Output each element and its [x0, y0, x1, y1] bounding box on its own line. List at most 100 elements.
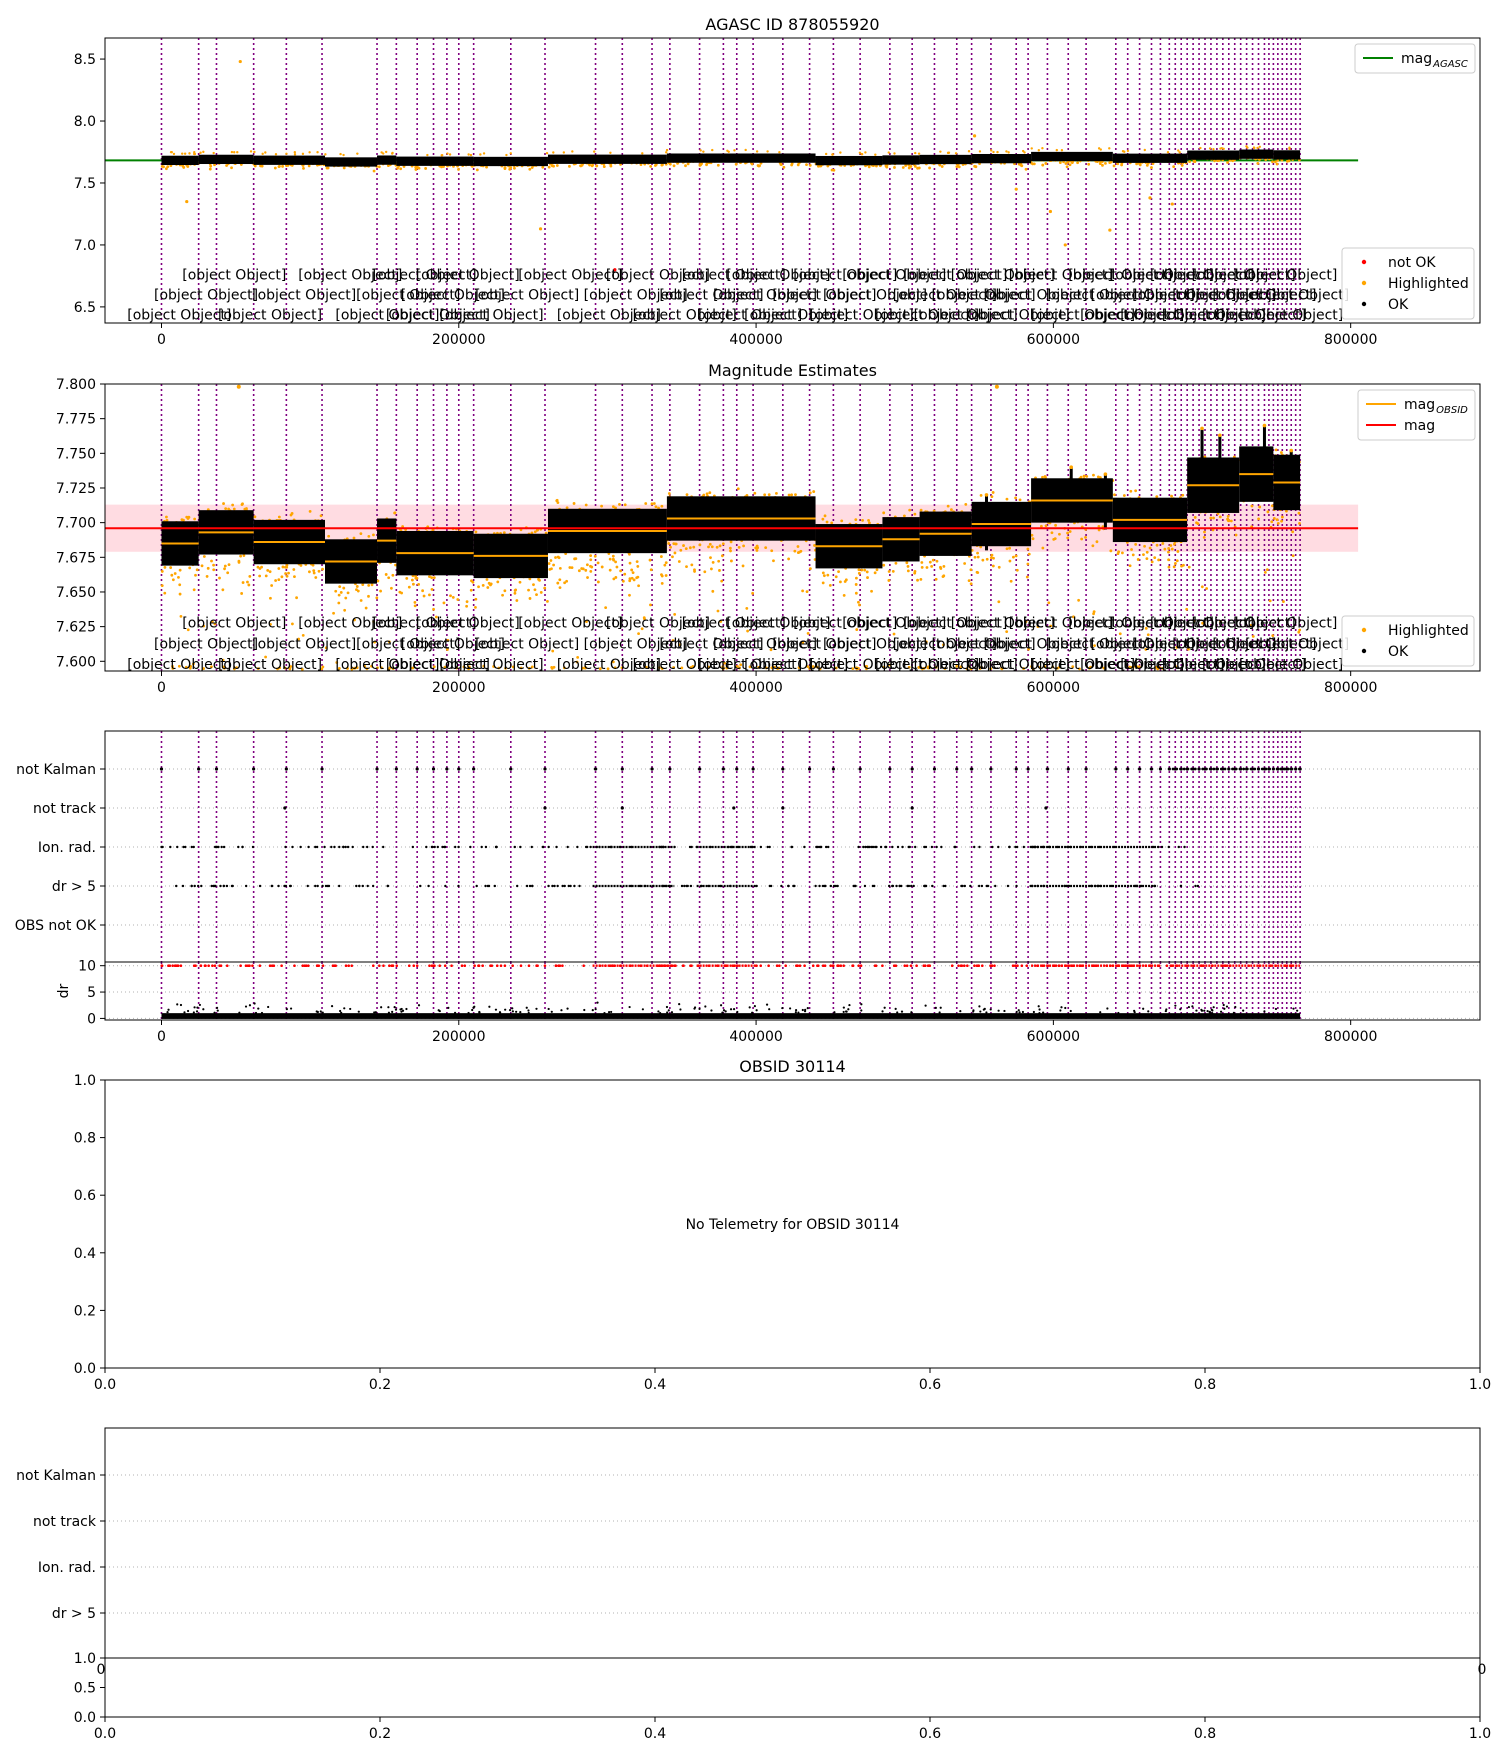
highlighted-point — [716, 609, 720, 613]
dr-ok-point — [1037, 1005, 1040, 1008]
flag-point-not-kalman — [214, 767, 219, 771]
highlighted-point — [914, 151, 917, 155]
obs-label: [object Object] — [931, 288, 1035, 304]
obs-label: [object Object] — [298, 268, 402, 284]
highlighted-point — [1188, 160, 1191, 164]
highlighted-point — [782, 165, 786, 169]
obs-label: [object Object] — [966, 307, 1070, 323]
flag-point — [200, 884, 203, 888]
dr-ylabel: dr — [56, 983, 72, 998]
highlighted-point — [720, 554, 724, 558]
flag-point — [556, 884, 559, 888]
x-tick-label: 0.0 — [94, 1377, 116, 1393]
flag-point — [182, 845, 185, 849]
highlighted-point — [593, 150, 596, 153]
dr-clipped-point — [211, 964, 214, 967]
highlighted-point — [940, 165, 944, 168]
highlighted-point — [501, 593, 504, 597]
highlighted-point — [660, 667, 664, 670]
dr-clipped-point — [690, 964, 693, 967]
dr-clipped-point — [244, 964, 248, 967]
obs-label: [object Object] — [584, 636, 688, 652]
flags-plot-area — [105, 731, 1480, 962]
highlighted-point — [339, 591, 343, 594]
flag-point — [547, 884, 550, 888]
highlighted-point — [857, 600, 860, 604]
flag-point — [884, 845, 888, 849]
highlighted-point — [980, 665, 983, 669]
highlighted-point — [931, 558, 935, 562]
highlighted-point — [1066, 531, 1070, 535]
highlighted-point — [882, 665, 886, 669]
obs-label: [object Object] — [1031, 657, 1135, 673]
flag-point-not-kalman — [1231, 767, 1234, 771]
highlighted-point — [1145, 557, 1149, 561]
obs-label: [object Object] — [793, 615, 897, 631]
highlighted-point — [1137, 665, 1141, 669]
highlighted-point — [664, 574, 668, 577]
highlighted-point — [477, 585, 480, 589]
highlighted-point — [693, 568, 696, 572]
obs-label: [object Object] — [713, 636, 817, 652]
highlighted-point — [278, 164, 281, 168]
dr-ok-point — [248, 1004, 252, 1007]
highlighted-point — [801, 589, 804, 593]
legend-label: not OK — [1388, 255, 1436, 271]
highlighted-point — [1145, 163, 1149, 167]
obsid-axes-frame — [104, 1079, 1481, 1369]
dr-ok-point — [289, 1007, 293, 1010]
flag-point — [175, 884, 178, 888]
highlighted-point — [637, 584, 640, 588]
flag-category-label: Ion. rad. — [38, 1560, 96, 1576]
highlighted-point — [1126, 149, 1130, 153]
flag-point — [589, 845, 592, 849]
flag-point — [923, 845, 926, 849]
flag-point-not-kalman — [1249, 767, 1253, 771]
highlighted-outlier — [994, 384, 999, 389]
dr-ok-point — [253, 1002, 256, 1005]
highlighted-point — [720, 579, 724, 583]
y-tick-label: 0 — [87, 1011, 96, 1027]
dr-ok-point — [628, 1005, 631, 1009]
flag-point-not-kalman — [1158, 767, 1163, 771]
dr-clipped-point — [527, 964, 531, 967]
dr-clipped-point — [851, 964, 854, 967]
highlighted-point — [278, 666, 282, 670]
dr-ok-point — [438, 1009, 441, 1013]
highlighted-point — [312, 571, 316, 575]
flag-point — [288, 884, 292, 888]
highlighted-point — [748, 665, 752, 669]
dr-clipped-point — [428, 964, 431, 967]
y-tick-label: 7.625 — [56, 620, 96, 636]
flags2-axes-frame — [104, 1427, 1481, 1659]
obs-label: [object Object] — [416, 615, 520, 631]
highlighted-point — [390, 586, 393, 590]
flag-point — [241, 845, 244, 849]
highlighted-point — [545, 151, 549, 155]
ok-point-band — [377, 155, 397, 165]
highlighted-point — [277, 567, 281, 570]
highlighted-point — [824, 152, 828, 156]
flag-point — [906, 884, 909, 888]
flag-point — [1179, 884, 1183, 888]
dr-clipped-point — [811, 964, 815, 967]
flag-point-not-kalman — [1260, 767, 1264, 771]
flag-point — [192, 845, 195, 849]
flag-point — [973, 845, 976, 849]
highlighted-point — [504, 666, 507, 670]
highlighted-point — [261, 152, 264, 156]
highlighted-point — [352, 666, 356, 670]
flag-point — [230, 884, 234, 888]
obs-label: [object Object] — [182, 268, 286, 284]
highlighted-point — [590, 164, 594, 168]
highlighted-point — [861, 519, 864, 522]
flag-point — [819, 845, 822, 849]
highlighted-point — [637, 632, 640, 635]
highlighted-point — [715, 545, 719, 549]
highlighted-point — [773, 665, 776, 669]
highlighted-point — [178, 568, 182, 572]
highlighted-point — [352, 536, 356, 540]
highlighted-point — [482, 152, 486, 155]
flag-point — [493, 884, 497, 888]
flag-point-not-kalman — [394, 767, 398, 771]
